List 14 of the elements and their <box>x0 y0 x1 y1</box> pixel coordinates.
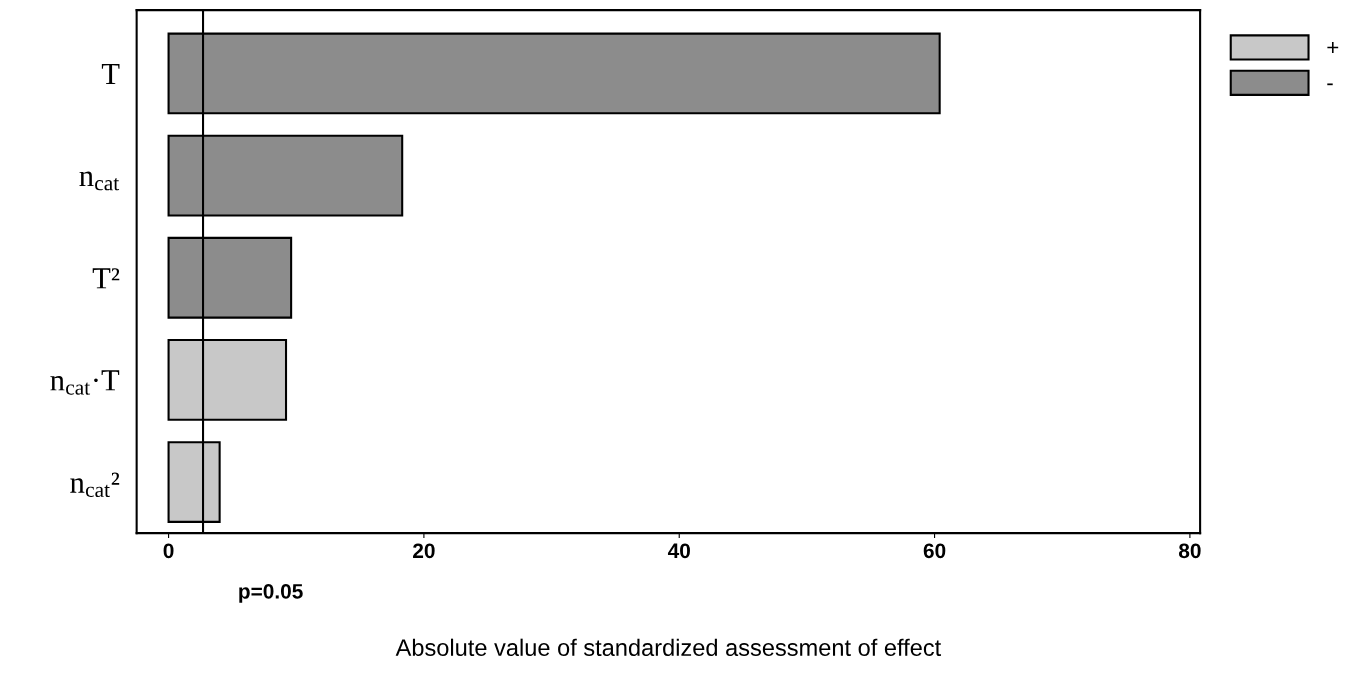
x-tick-label: 40 <box>667 543 690 559</box>
legend-label: + <box>1327 42 1339 53</box>
y-tick-label: n$_{cat}$·T <box>50 370 120 395</box>
y-tick-label: n$_{cat}$² <box>70 472 120 498</box>
x-axis-title: Absolute value of standardized assessment of effect <box>395 638 942 657</box>
y-tick-label: T <box>101 64 120 85</box>
x-tick-label: 80 <box>1178 543 1201 559</box>
y-tick-label: T² <box>92 268 120 289</box>
legend-label: - <box>1327 83 1333 86</box>
y-tick-label: n$_{cat}$ <box>79 171 120 191</box>
x-tick-label: 20 <box>413 543 435 559</box>
x-tick-label: 0 <box>163 543 174 559</box>
text: p=0.05 <box>239 583 303 603</box>
x-tick-label: 60 <box>923 543 946 559</box>
